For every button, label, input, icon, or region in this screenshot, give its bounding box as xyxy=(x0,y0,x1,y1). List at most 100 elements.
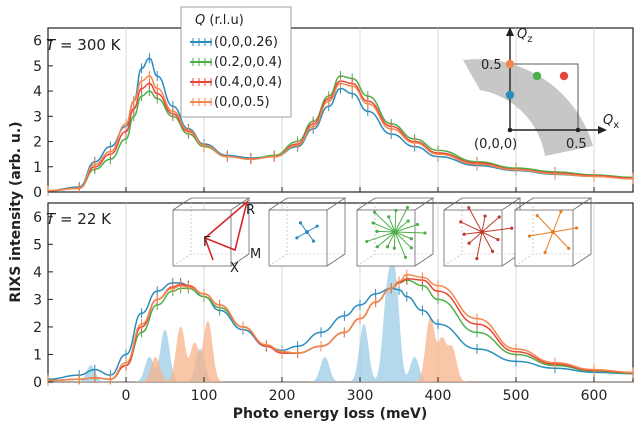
series-group xyxy=(47,70,634,196)
inset-qx-arrow-icon xyxy=(598,126,607,134)
phonon-vector xyxy=(536,215,554,233)
x-tick-label: 0 xyxy=(122,388,131,404)
phonon-vector xyxy=(388,216,396,233)
cube-hidden-edges xyxy=(443,198,520,267)
bz-label-x: X xyxy=(230,261,239,276)
bz-cube xyxy=(268,197,347,267)
y-tick-label: 6 xyxy=(33,34,42,50)
cube-front-face xyxy=(514,209,574,267)
cube-edges xyxy=(514,197,593,267)
phonon-vector xyxy=(529,231,554,237)
legend-entry: (0,0,0.5) xyxy=(190,95,270,110)
phonon-vector xyxy=(394,220,409,233)
phonon-fill-orange xyxy=(48,317,633,383)
phonon-vector xyxy=(544,231,554,253)
phonon-vector xyxy=(481,216,500,233)
phonon-vector-tip xyxy=(510,226,514,230)
y-tick-label: 1 xyxy=(33,160,42,176)
x-tick-label: 100 xyxy=(191,388,218,404)
phonon-vector-tip xyxy=(574,226,579,230)
phonon-vector-tip xyxy=(375,229,379,234)
phonon-vector xyxy=(481,227,512,233)
bottom-panel-series xyxy=(47,269,634,386)
phonon-vector xyxy=(552,211,562,233)
series-group xyxy=(47,273,634,386)
x-tick-label: 600 xyxy=(581,388,608,404)
legend-entries: (0,0,0.26) (0.2,0,0.4) (0.4,0,0.4) (0,0,… xyxy=(190,35,282,110)
phonon-vector xyxy=(552,227,577,233)
phonon-vector-tip xyxy=(409,237,413,241)
x-tick-label: 400 xyxy=(425,388,452,404)
phonon-vector xyxy=(394,231,412,240)
y-tick-label: 3 xyxy=(33,109,42,125)
y-tick-label: 5 xyxy=(33,59,42,75)
phonon-vector-tip xyxy=(298,221,303,225)
phonon-vector-tip xyxy=(423,231,427,235)
inset-point-blue xyxy=(505,90,515,100)
cube-edges xyxy=(268,197,347,267)
phonon-vector-tip xyxy=(392,246,396,250)
inset-point-green xyxy=(532,71,542,81)
bz-cube xyxy=(514,197,593,267)
phonon-vector-tip xyxy=(394,208,398,213)
y-tick-label: 0 xyxy=(33,185,42,201)
phonon-vector-tip xyxy=(459,220,463,224)
x-tick-label: 500 xyxy=(503,388,530,404)
y-tick-label: 0 xyxy=(33,375,42,391)
phonon-vector xyxy=(377,231,396,248)
brillouin-zone-cubes xyxy=(172,197,593,267)
series-line xyxy=(47,282,634,380)
phonon-vector xyxy=(394,231,425,234)
phonon-vector xyxy=(393,231,396,249)
phonon-vector xyxy=(552,231,570,249)
cube-center-dot xyxy=(393,230,397,234)
phonon-vector xyxy=(374,211,396,233)
phonon-vector-tip xyxy=(315,224,319,228)
phonon-vector-tip xyxy=(543,250,547,255)
legend-entry: (0.2,0,0.4) xyxy=(190,55,282,70)
series-line xyxy=(47,273,634,382)
x-axis-label: Photo energy loss (meV) xyxy=(233,406,428,422)
series-line xyxy=(47,277,634,382)
phonon-vector-tip xyxy=(372,210,377,214)
phonon-vector-tip xyxy=(483,214,487,218)
phonon-vector-tip xyxy=(496,237,500,242)
cube-edges xyxy=(356,197,435,267)
series-group xyxy=(47,269,634,386)
bz-label-gamma: Γ xyxy=(203,235,211,250)
inset-qz-label: Qz xyxy=(517,27,532,45)
inset-shaded-arc xyxy=(463,59,593,156)
phonon-vector xyxy=(394,231,412,249)
inset-qz-arrow-icon xyxy=(506,27,514,36)
phonon-vector xyxy=(394,207,408,233)
cube-center-dot xyxy=(305,230,309,234)
inset-point-orange xyxy=(505,59,515,69)
bottom-panel-title: T = 22 K xyxy=(46,210,112,228)
x-tick-label: 300 xyxy=(347,388,374,404)
top-panel-frame xyxy=(47,27,634,193)
phonon-vector xyxy=(394,231,406,258)
reciprocal-space-inset: Qz Qx 0.5 0.5 (0,0,0) xyxy=(463,27,619,156)
y-tick-label: 4 xyxy=(33,265,42,281)
bz-path xyxy=(204,237,214,261)
phonon-vector xyxy=(476,231,483,259)
cube-edges xyxy=(172,197,251,267)
bz-path xyxy=(203,199,249,252)
phonon-vector-tip xyxy=(535,214,539,218)
top-panel-title: T = 300 K xyxy=(46,36,122,54)
phonon-vector xyxy=(481,231,494,252)
inset-tick-dot xyxy=(575,127,581,133)
phonon-vector xyxy=(376,230,396,233)
y-tick-label: 2 xyxy=(33,320,42,336)
y-tick-label: 3 xyxy=(33,292,42,308)
phonon-vector xyxy=(387,231,396,247)
legend-label: (0.2,0,0.4) xyxy=(214,55,282,70)
legend-label: (0,0,0.26) xyxy=(214,35,278,50)
legend-label: (0.4,0,0.4) xyxy=(214,75,282,90)
series-group xyxy=(47,275,634,386)
y-axis-label: RIXS intensity (arb. u.) xyxy=(8,121,24,302)
phonon-vector-tip xyxy=(559,209,563,214)
phonon-vector xyxy=(366,231,396,242)
bz-label-m: M xyxy=(250,247,261,262)
